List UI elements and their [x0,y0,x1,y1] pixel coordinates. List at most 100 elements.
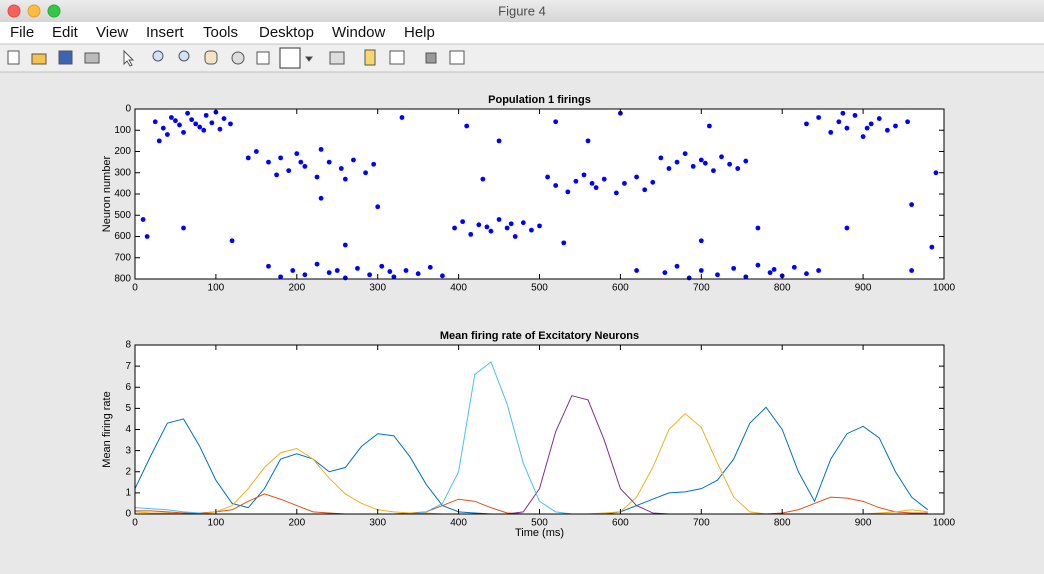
y-tick-label: 3 [125,445,131,456]
y-tick-label: 800 [114,274,131,285]
spike-point [589,180,595,186]
menu-item[interactable]: Tools [203,24,238,41]
close-button[interactable] [7,4,21,18]
y-tick-label: 5 [125,403,131,414]
zoom-button[interactable] [47,4,61,18]
spike-point [338,166,344,171]
menu-item[interactable]: View [96,24,128,41]
spike-point [743,158,749,164]
spike-point [160,125,166,131]
x-tick-label: 0 [132,283,138,294]
spike-point [342,176,348,182]
pan-icon[interactable] [204,50,218,65]
spike-point [706,123,712,129]
spike-point [698,157,704,163]
new-icon[interactable] [7,50,20,65]
spike-point [545,174,550,180]
spike-point [634,174,639,180]
spike-point [909,202,915,208]
hide-tools-icon[interactable] [425,52,437,64]
x-axis-label: Time (ms) [515,527,564,539]
menu-item[interactable]: Window [332,24,386,41]
spike-point [573,178,579,184]
datacursor-icon[interactable] [256,51,270,65]
spike-point [201,127,207,133]
x-tick-label: 100 [208,518,225,529]
spike-point [468,231,474,237]
brush-menu[interactable] [305,56,313,62]
spike-point [909,268,915,273]
spike-point [181,129,186,135]
spike-point [893,123,898,129]
spike-point [791,264,797,270]
spike-point [804,121,809,127]
spike-point [698,238,704,244]
spike-point [228,121,233,127]
spike-point [686,275,692,281]
spike-point [868,121,874,127]
spike-point [326,270,332,276]
menu: File Edit View Insert Tools Desktop Window Help [10,24,435,41]
spike-point [771,267,777,272]
spike-point [266,159,271,165]
spike-point [189,117,195,123]
y-tick-label: 2 [125,466,131,477]
x-tick-label: 0 [132,518,138,529]
zoom-out-icon[interactable] [178,50,190,62]
spike-point [929,244,935,250]
spike-point [512,234,518,239]
axes-box [134,344,945,515]
colorbar-icon[interactable] [364,49,376,66]
spike-point [662,270,668,276]
spike-point [415,271,421,277]
spike-point [715,272,720,278]
spike-point [302,163,308,169]
spike-point [520,220,526,226]
x-tick-label: 200 [288,518,305,529]
zoom-in-icon[interactable] [152,50,164,62]
spike-point [363,170,368,176]
spike-point [476,222,482,228]
toolbar-icons [7,47,465,69]
spike-point [836,119,842,125]
spike-point [144,234,150,239]
spike-point [828,129,834,135]
spike-point [278,274,284,280]
legend-icon[interactable] [389,50,405,65]
brush-icon[interactable] [279,47,301,69]
x-tick-label: 900 [855,283,872,294]
menu-item[interactable]: File [10,24,34,41]
x-tick-label: 600 [612,283,629,294]
spike-point [185,110,190,116]
spike-point [593,185,599,191]
data-layer [140,109,939,281]
open-icon[interactable] [31,53,47,65]
plot-area [135,109,944,279]
save-icon[interactable] [58,50,73,65]
chart-title: Population 1 firings [488,94,591,106]
spike-point [666,166,672,171]
spike-point [702,160,708,166]
menu-item[interactable]: Edit [52,24,79,41]
spike-point [379,263,385,269]
spike-point [504,225,510,231]
spike-point [334,268,340,273]
minimize-button[interactable] [27,4,41,18]
print-icon[interactable] [84,52,100,64]
spike-point [403,268,409,273]
link-icon[interactable] [329,51,345,65]
y-tick-label: 700 [114,252,131,263]
menu-item[interactable]: Help [404,24,435,41]
menu-item[interactable]: Desktop [259,24,314,41]
x-tick-label: 300 [369,283,386,294]
spike-point [351,157,356,163]
spike-point [496,138,502,144]
pointer-icon[interactable] [123,49,135,67]
spike-point [735,166,741,171]
show-tools-icon[interactable] [449,50,465,65]
y-tick-label: 6 [125,382,131,393]
rotate-icon[interactable] [231,51,245,65]
spike-point [342,242,348,248]
menu-item[interactable]: Insert [146,24,184,41]
spike-point [933,170,939,176]
